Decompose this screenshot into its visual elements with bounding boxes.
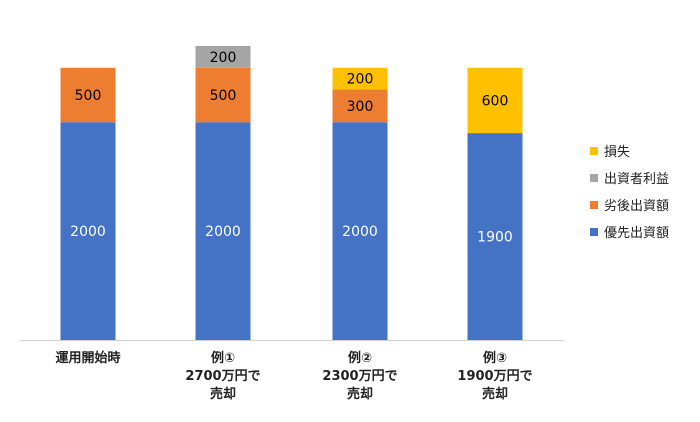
bar-segment-1-1 bbox=[195, 67, 251, 123]
data-label-3-2: 200 bbox=[347, 72, 374, 88]
legend-swatch-3 bbox=[590, 228, 598, 236]
bar-segment-0-0 bbox=[60, 122, 116, 340]
bar-segment-3-3 bbox=[467, 67, 523, 134]
category-label-0-0: 運用開始時 bbox=[55, 350, 120, 366]
legend-label-3: 優先出資額 bbox=[604, 226, 669, 241]
bar-segment-0-1 bbox=[195, 122, 251, 340]
bar-segment-2-1 bbox=[195, 46, 251, 68]
category-label-3-2: 売却 bbox=[482, 386, 508, 402]
data-label-0-3: 1900 bbox=[477, 230, 513, 246]
legend-label-2: 劣後出資額 bbox=[604, 199, 669, 214]
data-label-1-2: 300 bbox=[347, 99, 374, 115]
category-label-1-2: 売却 bbox=[210, 386, 236, 402]
legend-swatch-2 bbox=[590, 201, 598, 209]
category-label-2-2: 売却 bbox=[347, 386, 373, 402]
data-label-0-0: 2000 bbox=[70, 224, 106, 240]
legend-swatch-0 bbox=[590, 147, 598, 155]
legend-label-0: 損失 bbox=[604, 145, 630, 160]
category-label-2-0: 例② bbox=[348, 350, 372, 366]
bar-segment-1-0 bbox=[60, 67, 116, 123]
category-label-2-1: 2300万円で bbox=[322, 369, 397, 384]
bar-segment-3-2 bbox=[332, 67, 388, 90]
legend-label-1: 出資者利益 bbox=[604, 172, 669, 187]
category-label-3-0: 例③ bbox=[483, 350, 507, 366]
data-label-3-3: 600 bbox=[482, 93, 509, 109]
bar-segment-0-3 bbox=[467, 133, 523, 340]
data-label-0-1: 2000 bbox=[205, 224, 241, 240]
data-label-0-2: 2000 bbox=[342, 224, 378, 240]
data-label-2-1: 200 bbox=[210, 50, 237, 66]
data-label-1-0: 500 bbox=[75, 88, 102, 104]
bar-segment-0-2 bbox=[332, 122, 388, 340]
bar-segment-1-2 bbox=[332, 89, 388, 123]
category-label-3-1: 1900万円で bbox=[457, 369, 532, 384]
legend-swatch-1 bbox=[590, 174, 598, 182]
data-label-1-1: 500 bbox=[210, 88, 237, 104]
category-label-1-0: 例① bbox=[211, 350, 235, 366]
category-label-1-1: 2700万円で bbox=[185, 369, 260, 384]
